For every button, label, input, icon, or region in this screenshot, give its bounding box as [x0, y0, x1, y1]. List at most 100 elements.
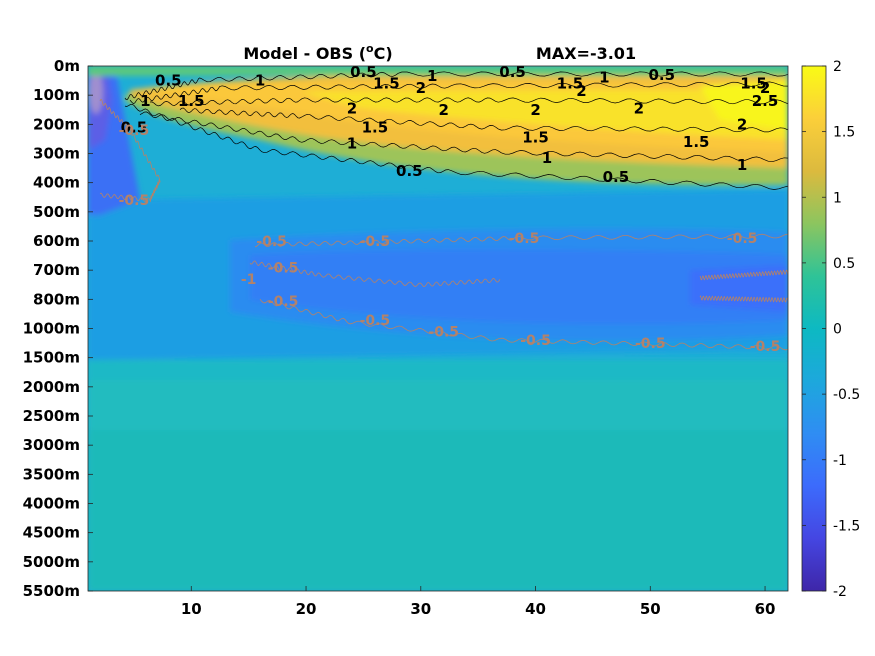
y-tick-label: 400m	[33, 174, 80, 192]
y-axis-ticks: 0m 100m 200m 300m 400m 500m 600m 700m 800m 1000m 1…	[23, 57, 93, 600]
x-tick-label: 60	[755, 600, 776, 618]
contour-line-positive	[129, 81, 788, 105]
y-tick-label: 2000m	[23, 378, 80, 396]
contour-label: 2	[416, 79, 426, 97]
colorbar-tick-label: 0.5	[833, 256, 855, 272]
contour-label: -0.5	[360, 234, 391, 250]
y-tick-label: 1000m	[23, 320, 80, 338]
contour-label: -0.5	[268, 294, 299, 310]
colorbar-tick-label: 1.5	[833, 125, 855, 141]
heatmap-area: 0.5 0.5 0.5 0.5 0.5 0.5 0.5 1 1 1 1 1 1 1 1.5 1.5 1.5 1.5…	[88, 63, 788, 591]
y-tick-label: 2500m	[23, 407, 80, 425]
contour-lines	[99, 71, 788, 351]
contour-line-negative	[699, 269, 788, 281]
y-tick-label: 200m	[33, 115, 80, 133]
contour-line-positive	[179, 107, 788, 133]
y-tick-label: 500m	[33, 203, 80, 221]
colorbar-tick-label: -1.5	[833, 518, 860, 534]
contour-label: -0.5	[509, 231, 540, 247]
y-tick-label: 5500m	[23, 582, 80, 600]
heatmap-field	[88, 66, 788, 591]
contour-label: -1	[241, 272, 257, 288]
contour-line-positive	[124, 103, 788, 190]
x-axis-ticks: 10 20 30 40 50 60	[181, 586, 776, 618]
colorbar-tick-label: 0	[833, 322, 842, 338]
contour-label: 1.5	[683, 133, 710, 151]
contour-label: -0.5	[727, 231, 758, 247]
y-tick-label: 100m	[33, 86, 80, 104]
y-tick-label: 4000m	[23, 495, 80, 513]
contour-label: 0.5	[396, 162, 423, 180]
contour-label: 2	[576, 82, 586, 100]
contour-label: 1	[599, 69, 609, 87]
contour-label: -0.5	[635, 336, 666, 352]
contour-line-positive	[149, 97, 788, 107]
contour-label: -0.5	[360, 313, 391, 329]
x-tick-label: 20	[296, 600, 317, 618]
chart-title: Model - OBS (oC)	[243, 42, 392, 63]
contour-label: 1	[427, 67, 437, 85]
contour-label: 2	[439, 101, 449, 119]
contour-label: 1.5	[522, 128, 549, 146]
y-tick-label: 1500m	[23, 349, 80, 367]
colorbar-tick-label: -2	[833, 584, 847, 600]
contour-label: 2	[737, 115, 747, 133]
contour-label: 1	[347, 134, 357, 152]
contour-labels: 0.5 0.5 0.5 0.5 0.5 0.5 0.5 1 1 1 1 1 1 1 1.5 1.5 1.5 1.5…	[119, 63, 781, 355]
contour-label: 0.5	[121, 118, 148, 136]
y-tick-label: 600m	[33, 232, 80, 250]
contour-label: 0.5	[155, 72, 182, 90]
colorbar-tick-label: -1	[833, 453, 847, 469]
contour-line-positive	[124, 71, 788, 101]
contour-label: 0.5	[350, 63, 377, 81]
contour-label: 1.5	[178, 92, 205, 110]
contour-label: -0.5	[268, 260, 299, 276]
contour-label: 1	[255, 72, 265, 90]
contour-line-negative	[99, 98, 161, 203]
contour-line-negative	[249, 260, 501, 288]
colorbar-tick-label: 1	[833, 190, 842, 206]
y-tick-label: 300m	[33, 145, 80, 163]
contour-line-negative	[259, 298, 788, 351]
contour-label: 1.5	[373, 75, 400, 93]
contour-label: 0.5	[603, 168, 630, 186]
contour-label: 2	[760, 79, 770, 97]
y-tick-label: 5000m	[23, 553, 80, 571]
contour-line-negative	[254, 233, 788, 248]
contour-label: 1.5	[362, 118, 389, 136]
y-tick-label: 3500m	[23, 465, 80, 483]
contour-label: -0.5	[428, 324, 459, 340]
contour-label: 1	[140, 92, 150, 110]
x-tick-label: 50	[640, 600, 661, 618]
contour-label: 1	[737, 156, 747, 174]
contour-label: 1	[542, 149, 552, 167]
y-tick-label: 3000m	[23, 436, 80, 454]
x-tick-label: 30	[410, 600, 431, 618]
colorbar-ticks: 2 1.5 1 0.5 0 -0.5 -1 -1.5 -2	[802, 59, 860, 600]
contour-label: 0.5	[648, 66, 675, 84]
y-tick-label: 4500m	[23, 524, 80, 542]
y-tick-label: 700m	[33, 261, 80, 279]
contour-label: 2.5	[752, 92, 779, 110]
contour-label: 0.5	[499, 63, 526, 81]
colorbar-tick-label: -0.5	[833, 387, 860, 403]
contour-label: 1.5	[557, 75, 584, 93]
max-label: MAX=-3.01	[536, 44, 636, 63]
contour-label: 2	[347, 99, 357, 117]
x-tick-label: 10	[181, 600, 202, 618]
y-tick-label: 800m	[33, 290, 80, 308]
contour-label: 2	[634, 99, 644, 117]
contour-label: 1.5	[740, 75, 767, 93]
contour-label: -0.5	[520, 333, 551, 349]
contour-line-positive	[139, 111, 788, 163]
contour-label: -0.5	[256, 234, 287, 250]
contour-label: 2	[530, 101, 540, 119]
contour-label: -0.5	[750, 339, 781, 355]
contour-line-negative	[699, 295, 788, 303]
contour-label: -0.5	[119, 193, 150, 209]
contour-label: -0.5	[119, 123, 150, 139]
x-tick-label: 40	[525, 600, 546, 618]
colorbar-tick-label: 2	[833, 59, 842, 75]
y-tick-label: 0m	[54, 57, 80, 75]
